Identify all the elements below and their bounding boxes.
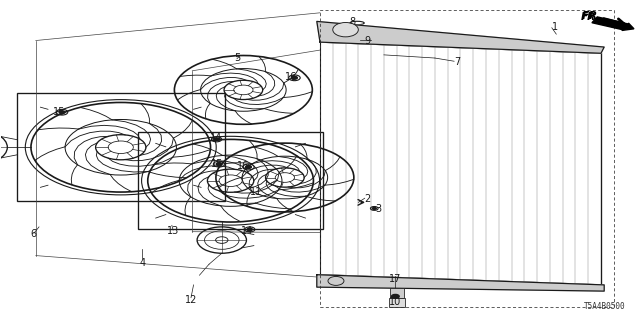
Text: FR.: FR.: [580, 12, 600, 22]
Text: 14: 14: [241, 226, 253, 236]
Text: 13: 13: [167, 226, 179, 236]
Text: 1: 1: [552, 22, 558, 32]
Bar: [389, 298, 405, 307]
Circle shape: [59, 111, 65, 114]
Text: 3: 3: [376, 204, 381, 214]
Ellipse shape: [333, 22, 358, 37]
Text: 6: 6: [31, 229, 37, 239]
Text: 5: 5: [234, 53, 240, 63]
Text: 15: 15: [211, 159, 224, 169]
Ellipse shape: [328, 276, 344, 285]
Text: 17: 17: [389, 274, 401, 284]
Circle shape: [246, 165, 252, 168]
Polygon shape: [317, 275, 604, 291]
Text: 16: 16: [237, 161, 249, 172]
Polygon shape: [317, 21, 604, 53]
Text: FR.: FR.: [582, 11, 603, 21]
Text: 11: 11: [250, 188, 262, 197]
Text: 4: 4: [140, 258, 145, 268]
Bar: [390, 288, 404, 298]
FancyArrow shape: [592, 17, 634, 30]
Text: 14: 14: [210, 133, 223, 143]
Text: 10: 10: [389, 297, 401, 307]
Text: 9: 9: [365, 36, 371, 45]
Text: 16: 16: [285, 72, 297, 82]
Circle shape: [372, 207, 376, 209]
Circle shape: [214, 138, 219, 140]
Text: 7: 7: [454, 57, 460, 67]
Text: 12: 12: [185, 294, 197, 305]
Text: T5A4B0500: T5A4B0500: [584, 302, 625, 311]
Circle shape: [247, 228, 252, 231]
Circle shape: [216, 163, 222, 165]
Text: 2: 2: [365, 194, 371, 204]
Bar: [320, 10, 614, 307]
Circle shape: [292, 76, 298, 79]
Text: 15: 15: [53, 107, 65, 116]
Circle shape: [392, 294, 399, 298]
Text: 8: 8: [349, 17, 355, 28]
